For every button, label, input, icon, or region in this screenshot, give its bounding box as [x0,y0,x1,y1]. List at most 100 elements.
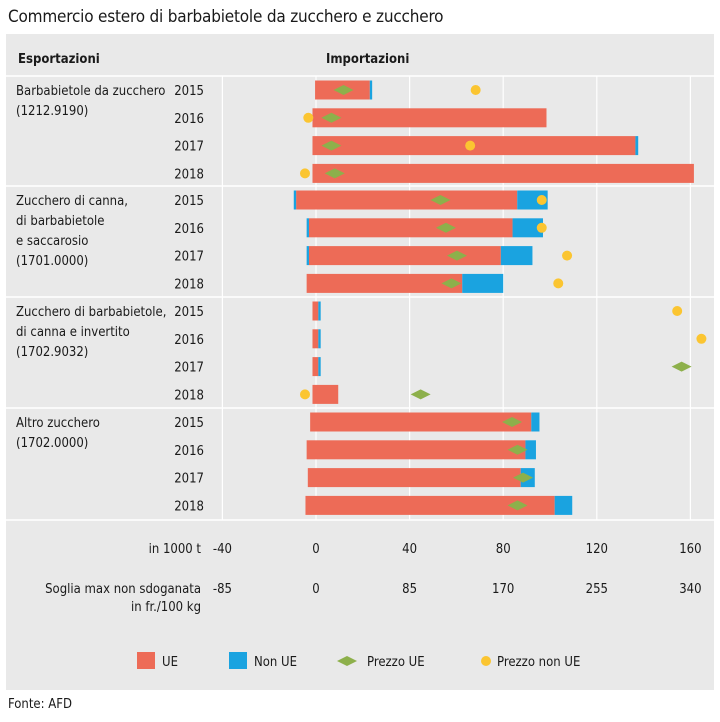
marker-prezzo-ue [502,417,523,427]
marker-prezzo-ue [446,250,467,261]
marker-prezzo-ue [410,389,431,400]
axis-primary-tick: -40 [213,542,232,557]
marker-prezzo-ue [507,444,528,455]
axis-primary-tick: 120 [586,542,608,557]
bar-export-ue [312,301,316,321]
bar-export-ue [306,440,316,460]
marker-prezzo-ue [441,278,462,289]
bar-export-ue [307,468,316,488]
year-label: 2016 [174,333,204,348]
legend-label-non-ue: Non UE [254,655,297,670]
category-label: Barbabietole da zucchero [16,84,165,99]
marker-prezzo-non-ue [465,140,476,151]
category-label: di canna e invertito [16,325,130,340]
marker-prezzo-non-ue [303,112,314,123]
year-label: 2017 [174,140,204,155]
bar-import-ue [316,136,636,156]
marker-prezzo-non-ue [696,333,707,344]
year-label: 2016 [174,112,204,127]
year-label: 2018 [174,499,204,514]
marker-prezzo-non-ue [536,195,547,205]
axis-secondary-tick: -85 [213,582,232,597]
category-label: di barbabietole [16,214,104,229]
category-label: e saccarosio [16,234,88,249]
marker-prezzo-ue [435,222,456,233]
legend-swatch-non-ue [229,652,247,669]
bar-import-non-ue [531,412,540,432]
category-label: (1702.9032) [16,345,88,360]
year-label: 2017 [174,361,204,376]
marker-prezzo-non-ue [299,389,310,400]
axis-secondary-tick: 0 [312,582,319,597]
bar-import-non-ue [318,301,321,321]
bar-import-ue [316,329,319,349]
axis-secondary-tick: 340 [679,582,701,597]
marker-prezzo-non-ue [470,85,481,95]
bar-import-ue [316,495,555,515]
bar-import-non-ue [554,495,573,515]
bar-export-ue [308,246,316,266]
category-label: (1212.9190) [16,104,88,119]
marker-prezzo-ue [671,361,692,372]
bar-import-non-ue [525,440,536,460]
bar-import-ue [316,273,463,293]
year-label: 2016 [174,444,204,459]
header-exports: Esportazioni [18,52,100,67]
header-imports: Importazioni [326,52,409,67]
bar-import-non-ue [318,329,321,349]
marker-prezzo-ue [324,168,345,179]
category-label: Zucchero di canna, [16,194,128,209]
bar-import-ue [316,468,521,488]
axis-primary-tick: 0 [312,542,319,557]
bar-import-ue [316,440,526,460]
year-label: 2017 [174,250,204,265]
bar-import-ue [316,163,694,183]
year-label: 2017 [174,472,204,487]
axis-primary-tick: 80 [496,542,511,557]
legend-swatch-prezzo-non-ue [481,656,491,666]
legend-label-prezzo-ue: Prezzo UE [367,655,425,670]
bar-export-ue [306,273,316,293]
bar-import-ue [316,218,513,238]
axis-secondary-tick: 85 [402,582,417,597]
bar-import-ue [316,384,339,404]
year-label: 2016 [174,222,204,237]
marker-prezzo-ue [507,500,528,511]
year-label: 2015 [174,84,204,99]
legend-swatch-ue [137,652,155,669]
marker-prezzo-ue [513,472,534,483]
bar-import-non-ue [517,190,548,210]
year-label: 2018 [174,277,204,292]
bar-export-ue [312,357,316,377]
category-label: (1701.0000) [16,254,88,269]
legend-label-prezzo-non-ue: Prezzo non UE [497,655,580,670]
bar-import-non-ue [512,218,543,238]
year-label: 2018 [174,167,204,182]
year-label: 2015 [174,194,204,209]
bar-export-ue [312,384,316,404]
axis-secondary-label: in fr./100 kg [131,600,201,615]
axis-secondary-tick: 255 [586,582,608,597]
bar-import-ue [316,108,547,128]
marker-prezzo-non-ue [536,222,547,233]
axis-primary-tick: 40 [402,542,417,557]
bar-import-non-ue [462,273,504,293]
marker-prezzo-ue [321,112,342,123]
marker-prezzo-non-ue [299,168,310,179]
axis-secondary-label: Soglia max non sdoganata [45,582,201,597]
bar-import-ue [316,190,518,210]
chart-title: Commercio estero di barbabietole da zucc… [8,7,444,27]
year-label: 2015 [174,416,204,431]
legend-swatch-prezzo-ue [337,656,357,666]
bar-import-ue [316,357,319,377]
bar-import-non-ue [500,246,533,266]
bar-import-non-ue [369,80,373,100]
axis-secondary-tick: 170 [492,582,514,597]
year-label: 2015 [174,305,204,320]
marker-prezzo-non-ue [562,250,573,261]
bar-export-non-ue [306,246,309,266]
marker-prezzo-ue [333,85,354,95]
marker-prezzo-non-ue [672,306,683,316]
bar-export-ue [305,495,316,515]
